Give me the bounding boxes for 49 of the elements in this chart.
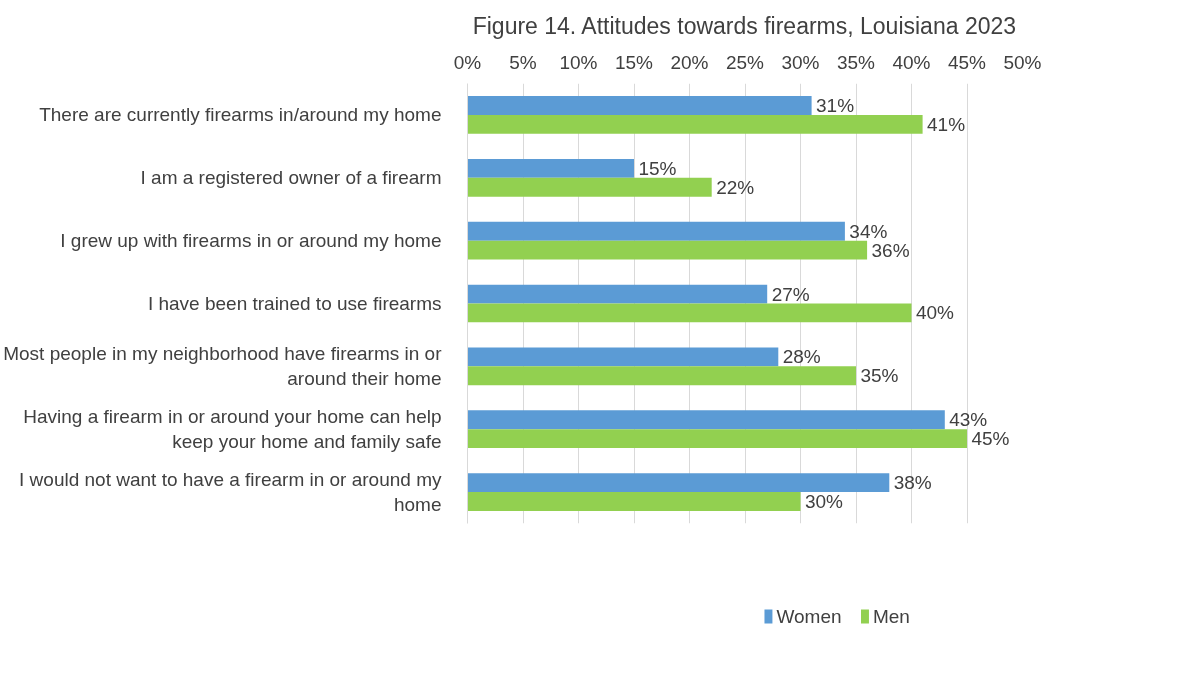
- bar: [467, 303, 912, 323]
- y-tick-label: I am a registered owner of a firearm: [140, 167, 442, 189]
- x-tick-label: 5%: [509, 51, 537, 73]
- bar: [467, 410, 945, 430]
- data-label: 27%: [771, 283, 810, 305]
- data-label: 45%: [971, 428, 1010, 450]
- bar: [467, 177, 712, 197]
- bar: [467, 284, 768, 304]
- bar: [467, 240, 868, 260]
- x-tick-label: 20%: [670, 51, 709, 73]
- data-label: 36%: [871, 239, 910, 261]
- bar: [467, 366, 856, 386]
- y-tick-label: I would not want to have a firearm in or around my home: [19, 468, 442, 516]
- y-tick-label: I grew up with firearms in or around my home: [60, 230, 442, 252]
- x-tick-label: 10%: [559, 51, 598, 73]
- data-label: 28%: [782, 346, 821, 368]
- data-label: 40%: [915, 302, 955, 324]
- data-label: 34%: [849, 220, 888, 242]
- bar: [467, 114, 923, 134]
- data-label: 38%: [893, 472, 932, 494]
- data-label: 43%: [949, 409, 988, 431]
- data-label: 31%: [816, 95, 855, 116]
- bar: [467, 473, 890, 493]
- chart-title: Figure 14. Attitudes towards firearms, Louisiana 2023: [472, 12, 1017, 39]
- x-tick-label: 40%: [892, 51, 931, 73]
- data-label: 22%: [716, 176, 755, 198]
- legend-label: Women: [776, 606, 842, 627]
- bar: [467, 492, 801, 511]
- x-tick-label: 45%: [947, 51, 987, 73]
- bar: [467, 347, 779, 367]
- legend-label: Men: [872, 606, 910, 627]
- x-tick-label: 25%: [725, 51, 765, 73]
- x-tick-label: 50%: [1003, 51, 1042, 73]
- x-tick-label: 35%: [836, 51, 876, 73]
- data-label: 41%: [927, 113, 966, 135]
- bar: [467, 96, 812, 115]
- y-tick-label: Having a firearm in or around your home can help keep your home and family safe: [23, 406, 442, 453]
- y-tick-label: There are currently firearms in/around my home: [39, 104, 442, 126]
- bar: [467, 221, 845, 241]
- x-tick-label: 30%: [781, 51, 820, 73]
- y-tick-label: Most people in my neighborhood have firearms in or around their home: [3, 343, 443, 390]
- data-label: 35%: [860, 365, 899, 387]
- bar: [467, 158, 634, 178]
- x-tick-label: 15%: [614, 51, 654, 73]
- y-tick-label: I have been trained to use firearms: [147, 293, 442, 314]
- data-label: 30%: [804, 491, 844, 512]
- data-label: 15%: [638, 157, 677, 179]
- bar: [467, 429, 967, 449]
- x-tick-label: 0%: [453, 51, 482, 73]
